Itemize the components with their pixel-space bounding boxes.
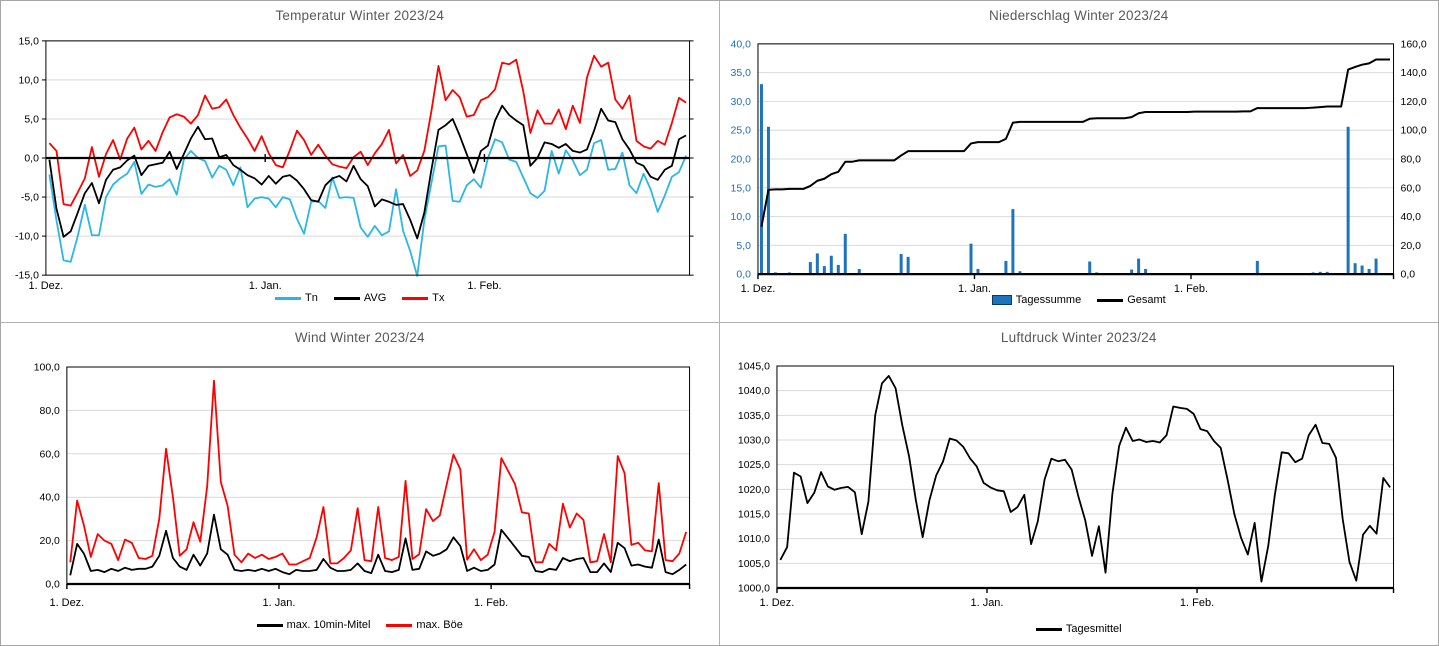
legend-item-10min-mittel: max. 10min-Mitel xyxy=(256,619,371,631)
svg-text:1045,0: 1045,0 xyxy=(737,361,769,372)
svg-text:0,0: 0,0 xyxy=(736,270,751,281)
svg-text:160,0: 160,0 xyxy=(1400,39,1426,50)
svg-text:1035,0: 1035,0 xyxy=(737,411,769,422)
chart-title-wind: Wind Winter 2023/24 xyxy=(294,330,425,345)
legend-item-avg: AVG xyxy=(333,292,387,304)
svg-text:1. Dez.: 1. Dez. xyxy=(740,283,775,295)
svg-text:0,0: 0,0 xyxy=(1400,270,1415,281)
svg-text:1020,0: 1020,0 xyxy=(737,485,769,496)
svg-text:10,0: 10,0 xyxy=(730,212,751,223)
svg-text:-10,0: -10,0 xyxy=(15,232,39,243)
svg-text:15,0: 15,0 xyxy=(19,36,40,47)
precipitation-chart-plot: 40,0 35,0 30,0 25,0 20,0 15,0 10,0 5,0 0,0 160,0 1… xyxy=(730,39,1426,295)
chart-panel-temperature: Temperatur Winter 2023/24 15,0 10,0 5,0 0,0… xyxy=(1,1,720,323)
chart-title-temperature: Temperatur Winter 2023/24 xyxy=(275,8,445,23)
svg-text:120,0: 120,0 xyxy=(1400,97,1426,108)
wind-mittel-line-swatch xyxy=(256,623,283,627)
tx-line-swatch xyxy=(402,296,429,300)
temperature-chart-plot: 15,0 10,0 5,0 0,0 -5,0 -10,0 -15,01. Dez. 1. Ja… xyxy=(15,36,694,292)
chart-panel-precipitation: Niederschlag Winter 2023/24 40,0 35,0 30,0… xyxy=(719,1,1439,323)
legend-label-10min-mittel: max. 10min-Mitel xyxy=(286,619,371,631)
svg-text:1010,0: 1010,0 xyxy=(737,534,769,545)
wind-boe-line-swatch xyxy=(386,623,413,627)
svg-text:1005,0: 1005,0 xyxy=(737,559,769,570)
svg-text:80,0: 80,0 xyxy=(40,406,61,417)
svg-text:100,0: 100,0 xyxy=(34,362,60,373)
svg-text:40,0: 40,0 xyxy=(1400,212,1421,223)
svg-text:20,0: 20,0 xyxy=(730,155,751,166)
svg-text:20,0: 20,0 xyxy=(40,536,61,547)
avg-line-swatch xyxy=(333,296,360,300)
chart-panel-wind: Wind Winter 2023/24 100,0 80,0 60,0 40,0 20,… xyxy=(1,323,720,645)
svg-text:1. Jan.: 1. Jan. xyxy=(249,280,282,292)
svg-text:1. Dez.: 1. Dez. xyxy=(29,280,64,292)
svg-text:1. Dez.: 1. Dez. xyxy=(759,597,794,609)
chart-panel-pressure: Luftdruck Winter 2023/24 1045,0 1040,0 103… xyxy=(719,323,1439,645)
svg-text:15,0: 15,0 xyxy=(730,183,751,194)
svg-text:1. Feb.: 1. Feb. xyxy=(467,280,501,292)
tn-line-swatch xyxy=(275,296,301,300)
legend-label-tn: Tn xyxy=(305,292,318,304)
svg-text:30,0: 30,0 xyxy=(730,97,751,108)
tagesmittel-line-swatch xyxy=(1035,627,1062,631)
tagessumme-bar-swatch xyxy=(991,295,1012,305)
svg-text:60,0: 60,0 xyxy=(1400,183,1421,194)
svg-text:1025,0: 1025,0 xyxy=(737,460,769,471)
svg-text:5,0: 5,0 xyxy=(24,114,39,125)
legend-label-tagesmittel: Tagesmittel xyxy=(1065,623,1122,635)
svg-text:1000,0: 1000,0 xyxy=(737,583,769,594)
svg-text:-15,0: -15,0 xyxy=(15,271,39,282)
legend-pressure: Tagesmittel xyxy=(720,623,1439,635)
legend-item-tagessumme: Tagessumme xyxy=(991,294,1082,306)
chart-title-precipitation: Niederschlag Winter 2023/24 xyxy=(989,8,1169,23)
svg-text:1030,0: 1030,0 xyxy=(737,435,769,446)
svg-text:1. Feb.: 1. Feb. xyxy=(474,597,508,609)
svg-text:1. Jan.: 1. Jan. xyxy=(970,597,1003,609)
gesamt-line-swatch xyxy=(1097,298,1124,302)
svg-text:0,0: 0,0 xyxy=(45,579,60,590)
legend-item-boe: max. Böe xyxy=(386,619,463,631)
legend-label-avg: AVG xyxy=(363,292,387,304)
pressure-chart-plot: 1045,0 1040,0 1035,0 1030,0 1025,0 1020,0 1015… xyxy=(737,361,1394,609)
svg-text:1015,0: 1015,0 xyxy=(737,509,769,520)
legend-wind: max. 10min-Mitel max. Böe xyxy=(1,619,719,631)
svg-text:80,0: 80,0 xyxy=(1400,155,1421,166)
chart-title-pressure: Luftdruck Winter 2023/24 xyxy=(1000,330,1157,345)
svg-text:40,0: 40,0 xyxy=(40,493,61,504)
svg-text:10,0: 10,0 xyxy=(19,75,40,86)
svg-text:1. Feb.: 1. Feb. xyxy=(1179,597,1213,609)
legend-item-tn: Tn xyxy=(275,292,318,304)
svg-text:35,0: 35,0 xyxy=(730,68,751,79)
legend-item-tagesmittel: Tagesmittel xyxy=(1035,623,1122,635)
wind-chart-plot: 100,0 80,0 60,0 40,0 20,0 0,0 1. Dez. 1. Jan. 1.… xyxy=(34,362,691,609)
svg-text:-5,0: -5,0 xyxy=(21,193,39,204)
svg-text:1. Dez.: 1. Dez. xyxy=(50,597,85,609)
svg-text:5,0: 5,0 xyxy=(736,241,751,252)
svg-text:1040,0: 1040,0 xyxy=(737,386,769,397)
legend-label-gesamt: Gesamt xyxy=(1127,294,1166,306)
svg-text:100,0: 100,0 xyxy=(1400,126,1426,137)
svg-text:1. Jan.: 1. Jan. xyxy=(263,597,296,609)
legend-temperature: Tn AVG Tx xyxy=(1,292,719,304)
legend-label-tagessumme: Tagessumme xyxy=(1015,294,1082,306)
svg-text:60,0: 60,0 xyxy=(40,449,61,460)
svg-text:0,0: 0,0 xyxy=(24,154,39,165)
svg-text:1. Feb.: 1. Feb. xyxy=(1173,283,1207,295)
legend-item-tx: Tx xyxy=(402,292,445,304)
svg-text:25,0: 25,0 xyxy=(730,126,751,137)
legend-label-boe: max. Böe xyxy=(416,619,463,631)
svg-text:20,0: 20,0 xyxy=(1400,241,1421,252)
svg-text:1. Jan.: 1. Jan. xyxy=(957,283,990,295)
legend-precipitation: Tagessumme Gesamt xyxy=(720,294,1439,306)
legend-label-tx: Tx xyxy=(432,292,445,304)
svg-text:140,0: 140,0 xyxy=(1400,68,1426,79)
svg-text:40,0: 40,0 xyxy=(730,39,751,50)
legend-item-gesamt: Gesamt xyxy=(1097,294,1166,306)
